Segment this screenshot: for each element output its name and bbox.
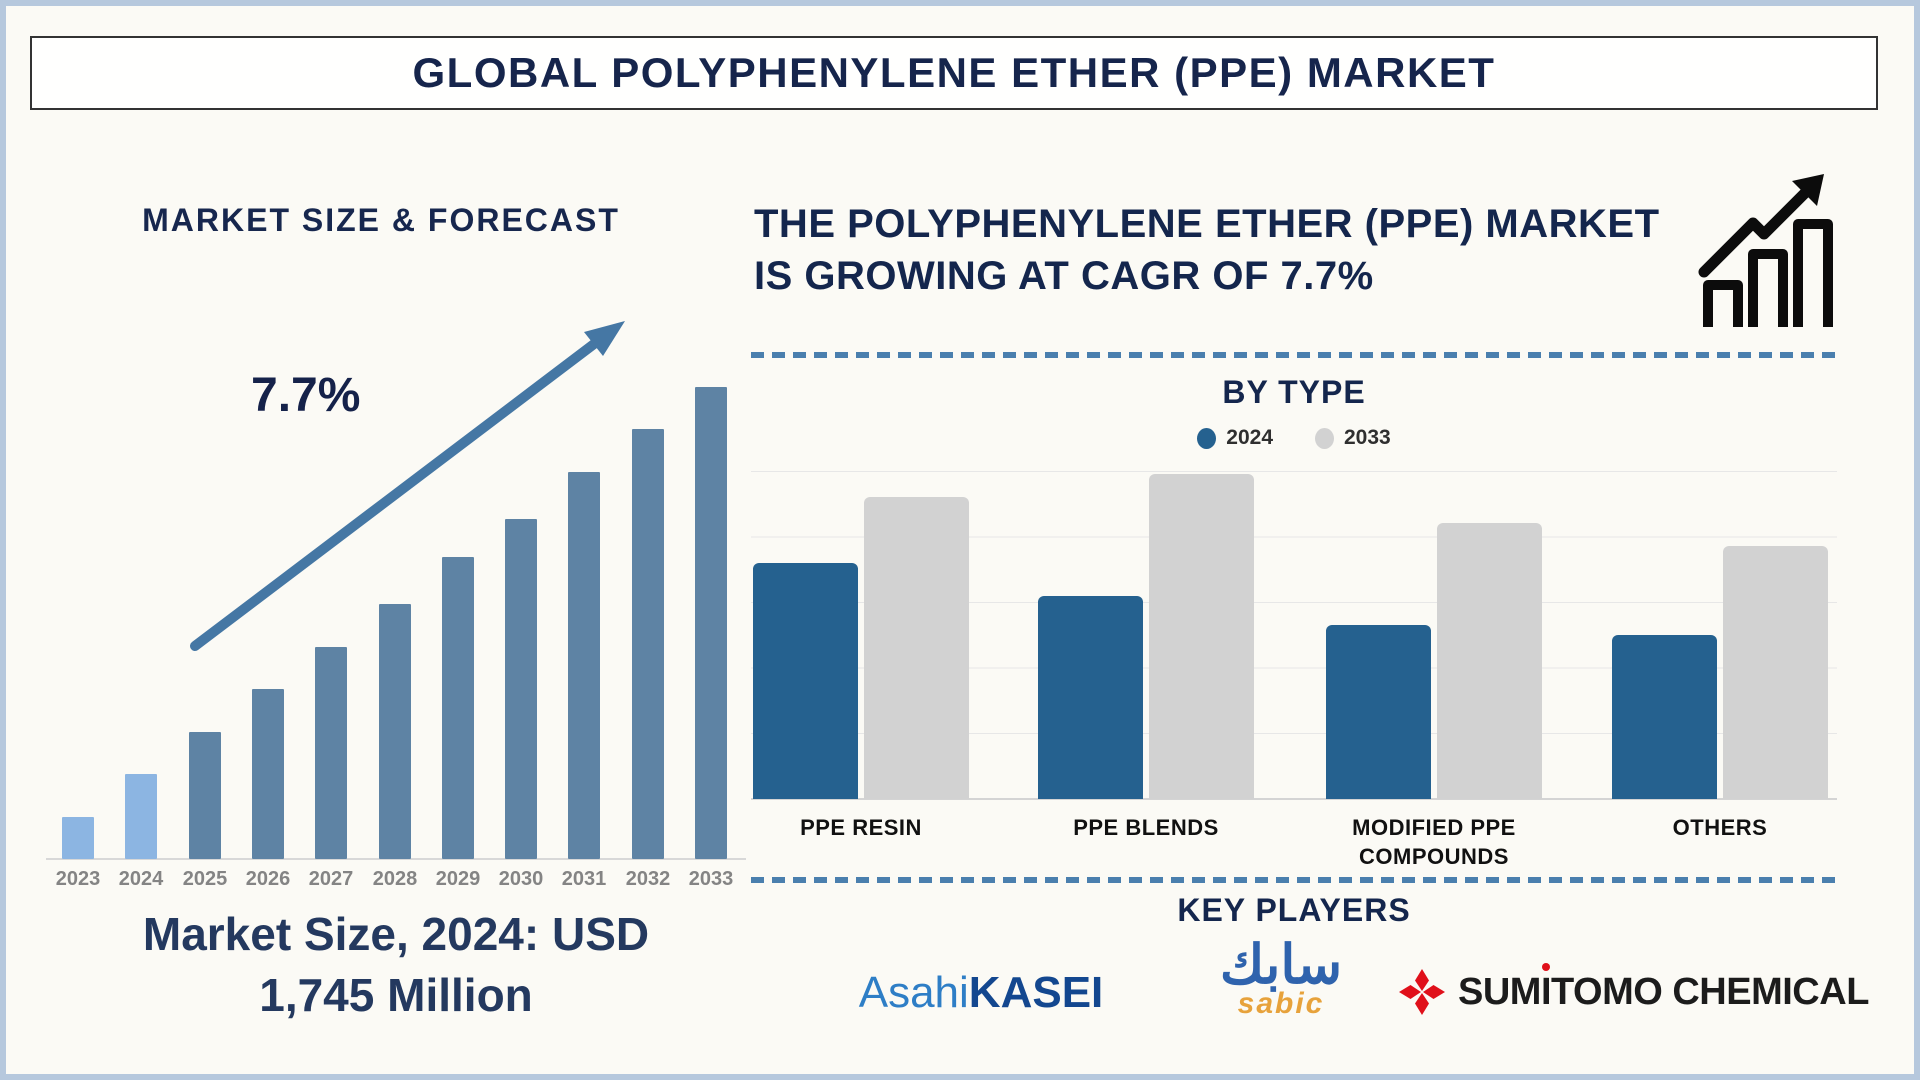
category-label-ppe-blends: PPE BLENDS [1073, 815, 1219, 840]
headline-line-1: THE POLYPHENYLENE ETHER (PPE) MARKET [754, 202, 1660, 246]
forecast-bar-2032 [632, 429, 664, 859]
forecast-bar-2023 [62, 817, 94, 859]
forecast-bar-2033 [695, 387, 727, 859]
bar-2024-others [1612, 635, 1717, 799]
year-label-2033: 2033 [688, 868, 734, 890]
year-label-2032: 2032 [625, 868, 671, 890]
sabic-logo: سابك sabic [1201, 935, 1361, 1021]
diamond-flower-icon [1399, 969, 1445, 1015]
by-type-plot: PPE RESIN PPE BLENDS MODIFIED PPE COMPOUND… [751, 471, 1837, 869]
x-axis-baseline [46, 858, 746, 860]
market-size-heading: MARKET SIZE & FORECAST [142, 202, 620, 238]
forecast-bar-2030 [505, 519, 537, 859]
legend-dot-2024 [1197, 427, 1217, 449]
forecast-bar-2026 [252, 689, 284, 859]
year-label-2025: 2025 [182, 868, 228, 890]
forecast-bar-2027 [315, 647, 347, 859]
sabic-latin-text: sabic [1237, 987, 1325, 1021]
forecast-bar-2028 [379, 604, 411, 859]
dashed-separator-top [751, 352, 1837, 358]
year-label-2031: 2031 [561, 868, 607, 890]
dashed-separator-bottom [751, 877, 1837, 883]
caption-line-1: Market Size, 2024: USD [142, 908, 650, 960]
category-label-ppe-resin: PPE RESIN [800, 815, 922, 840]
year-label-2023: 2023 [55, 868, 101, 890]
bar-2033-modified-ppe-compounds [1437, 523, 1542, 799]
page-title: GLOBAL POLYPHENYLENE ETHER (PPE) MARKET [412, 49, 1496, 96]
sumitomo-text-i: I [1540, 970, 1552, 1013]
caption-line-2: 1,745 Million [259, 968, 533, 1021]
bar-2024-ppe-blends [1038, 596, 1143, 799]
asahi-kasei-logo: AsahiKASEI [851, 968, 1111, 1018]
category-label-others: OTHERS [1672, 815, 1768, 840]
bar-2033-others [1723, 546, 1828, 799]
asahi-logo-text-light: Asahi [858, 968, 969, 1017]
by-type-baseline [751, 798, 1837, 800]
year-label-2029: 2029 [435, 868, 481, 890]
bar-2024-ppe-resin [753, 563, 858, 799]
sumitomo-chemical-logo: SUMITOMO CHEMICAL [1398, 968, 1869, 1016]
title-bar: GLOBAL POLYPHENYLENE ETHER (PPE) MARKET [30, 36, 1878, 110]
asahi-logo-text-bold: KASEI [968, 968, 1104, 1017]
year-label-2026: 2026 [245, 868, 291, 890]
sumitomo-text-pre: SUM [1458, 970, 1541, 1013]
forecast-bar-2029 [442, 557, 474, 859]
forecast-bar-2024 [125, 774, 157, 859]
year-label-2027: 2027 [308, 868, 354, 890]
bar-2024-modified-ppe-compounds [1326, 625, 1431, 799]
legend-dot-2033 [1315, 427, 1334, 449]
bar-2033-ppe-blends [1149, 474, 1254, 799]
headline-line-2: IS GROWING AT CAGR OF 7.7% [754, 254, 1374, 298]
forecast-bar-2031 [568, 472, 600, 859]
year-label-2024: 2024 [118, 868, 164, 890]
market-size-chart: 2023 2024 2025 2026 2027 2028 2029 2030 2031 2032… [6, 6, 766, 1074]
legend-label-2024: 2024 [1226, 426, 1273, 449]
growth-chart-icon [1698, 174, 1833, 327]
cagr-value-label: 7.7% [251, 369, 361, 422]
key-players-heading: KEY PLAYERS [1177, 892, 1411, 928]
by-type-heading: BY TYPE [1222, 374, 1366, 410]
forecast-bar-2025 [189, 732, 221, 859]
legend-item-2033: 2033 [1315, 426, 1391, 450]
by-type-legend: 2024 2033 [751, 426, 1837, 450]
year-label-2030: 2030 [498, 868, 544, 890]
sumitomo-text-post: TOMO CHEMICAL [1551, 970, 1869, 1013]
legend-item-2024: 2024 [1197, 426, 1273, 450]
market-size-caption: Market Size, 2024: USD 1,745 Million [46, 904, 746, 1025]
legend-label-2033: 2033 [1344, 426, 1391, 449]
category-label-modified-ppe-compounds: MODIFIED PPE COMPOUNDS [1352, 815, 1516, 869]
year-label-2028: 2028 [372, 868, 418, 890]
up-right-arrow-icon [190, 321, 625, 651]
sumitomo-logo-text: SUMITOMO CHEMICAL [1458, 971, 1869, 1014]
sabic-arabic-text: سابك [1219, 935, 1343, 995]
cagr-headline: THE POLYPHENYLENE ETHER (PPE) MARKET IS … [754, 198, 1734, 302]
bar-2033-ppe-resin [864, 497, 969, 799]
